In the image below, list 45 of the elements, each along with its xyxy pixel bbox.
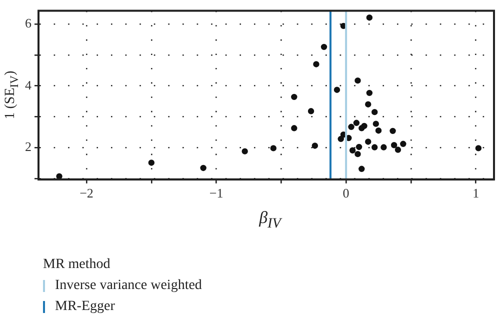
point (242, 148, 248, 154)
x-tick-label: 0 (342, 186, 350, 201)
point (349, 147, 356, 154)
point (372, 144, 378, 150)
point (400, 140, 406, 147)
x-tick-label: −2 (80, 186, 94, 201)
point (365, 138, 372, 145)
y-tick-label: 4 (25, 77, 32, 92)
point (312, 142, 318, 149)
point (320, 44, 328, 50)
y-tick-label: 2 (25, 139, 32, 154)
point (354, 77, 361, 84)
legend-label: Inverse variance weighted (55, 277, 202, 295)
point (372, 120, 380, 127)
point (358, 166, 365, 172)
x-tick-label: 1 (472, 186, 480, 201)
point (353, 120, 360, 126)
point (394, 146, 402, 153)
legend-title: MR method (43, 256, 112, 274)
point (366, 14, 373, 21)
point (348, 124, 354, 130)
point (372, 108, 378, 116)
point (356, 144, 362, 150)
point (380, 144, 387, 150)
point (334, 86, 340, 93)
x-axis-title: β$_{IV}$ (258, 208, 284, 232)
y-tick-label: 6 (25, 16, 32, 30)
point (358, 125, 365, 132)
point (475, 145, 482, 152)
point (200, 164, 206, 172)
point (291, 94, 298, 100)
point (365, 101, 372, 108)
point (148, 160, 154, 166)
x-tick-label: −1 (209, 186, 224, 201)
point (291, 125, 298, 132)
point (270, 145, 276, 152)
point (390, 128, 396, 134)
point (308, 108, 314, 114)
legend-label: MR-Egger (55, 298, 115, 316)
point (390, 142, 398, 148)
point (375, 128, 382, 134)
point (366, 90, 373, 96)
point (313, 61, 320, 68)
point (354, 150, 361, 158)
point (338, 136, 344, 142)
